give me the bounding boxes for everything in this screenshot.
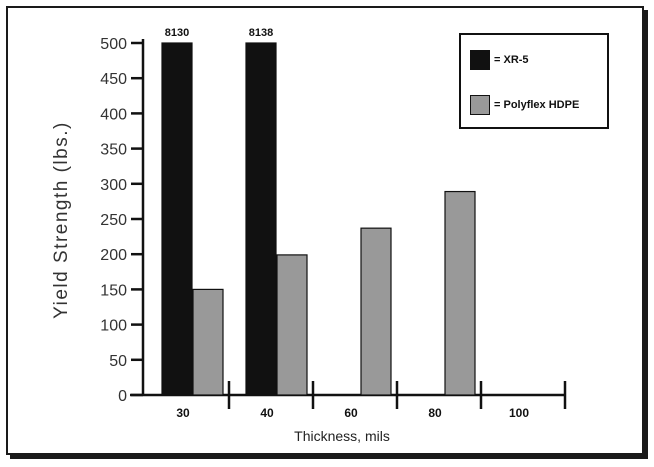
- legend-item-xr5: = XR-5: [470, 50, 529, 70]
- bar-polyflex: [360, 227, 392, 396]
- y-tick-label: 400: [100, 106, 127, 123]
- y-tick-label: 450: [100, 71, 127, 88]
- bar-polyflex: [192, 288, 224, 396]
- bar-xr5: [161, 42, 193, 396]
- bar-data-label: 8130: [165, 27, 189, 39]
- legend-swatch-xr5: [470, 50, 490, 70]
- bar-polyflex: [276, 254, 308, 396]
- x-tick-label: 60: [344, 406, 358, 420]
- bar-data-label: 8138: [249, 27, 273, 39]
- y-tick-label: 350: [100, 142, 127, 159]
- y-tick-label: 300: [100, 177, 127, 194]
- y-tick-label: 100: [100, 318, 127, 335]
- y-tick-label: 500: [100, 36, 127, 53]
- legend-label-xr5: = XR-5: [494, 54, 529, 66]
- legend-item-polyflex: = Polyflex HDPE: [470, 95, 579, 115]
- y-tick-label: 50: [109, 353, 127, 370]
- x-tick-label: 30: [176, 406, 190, 420]
- x-tick-label: 40: [260, 406, 274, 420]
- bar-xr5: [245, 42, 277, 396]
- y-tick-label: 250: [100, 212, 127, 229]
- x-tick-label: 80: [428, 406, 442, 420]
- y-axis-title: Yield Strength (lbs.): [51, 121, 72, 319]
- x-axis-title: Thickness, mils: [294, 428, 390, 444]
- legend-label-polyflex: = Polyflex HDPE: [494, 99, 580, 111]
- y-tick-label: 0: [118, 388, 127, 405]
- y-tick-label: 200: [100, 247, 127, 264]
- y-tick-label: 150: [100, 282, 127, 299]
- legend: = XR-5 = Polyflex HDPE: [459, 33, 609, 129]
- bar-polyflex: [444, 190, 476, 396]
- legend-swatch-polyflex: [470, 95, 490, 115]
- x-tick-label: 100: [509, 406, 529, 420]
